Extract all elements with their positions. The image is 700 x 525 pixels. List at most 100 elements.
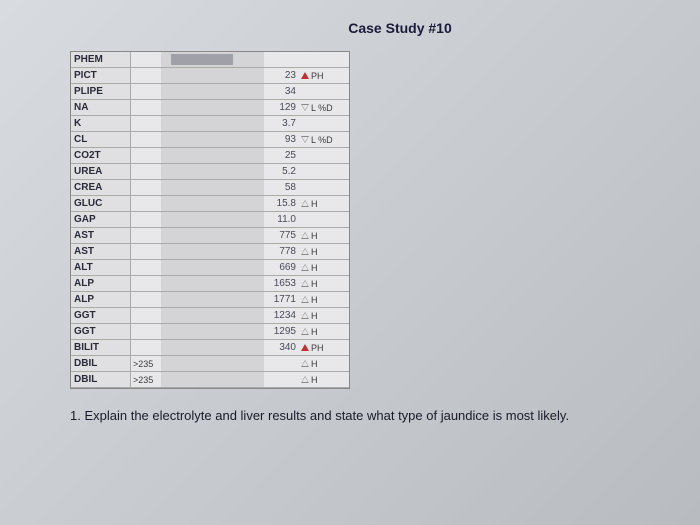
arrow-up-icon	[301, 280, 309, 287]
table-row: DBIL>235 H	[71, 372, 349, 388]
arrow-up-critical-icon	[301, 344, 309, 351]
analyte-label: GGT	[71, 324, 131, 339]
analyte-value: 15.8	[264, 198, 299, 209]
flag-text: H	[311, 375, 318, 385]
flag-text: H	[311, 295, 318, 305]
bar-area	[161, 84, 264, 99]
table-row: GLUC15.8H	[71, 196, 349, 212]
arrow-up-icon	[301, 360, 309, 367]
arrow-down-icon	[301, 104, 309, 111]
bar-area	[161, 196, 264, 211]
table-row: ALP1771H	[71, 292, 349, 308]
arrow-up-icon	[301, 376, 309, 383]
bar-area	[161, 340, 264, 355]
flag-text: H	[311, 199, 318, 209]
analyte-value: 1295	[264, 326, 299, 337]
analyte-label: K	[71, 116, 131, 131]
page-title: Case Study #10	[140, 20, 660, 36]
arrow-up-icon	[301, 264, 309, 271]
analyte-label: BILIT	[71, 340, 131, 355]
analyte-value: 129	[264, 102, 299, 113]
flag-text: PH	[311, 71, 324, 81]
flag-text: H	[311, 231, 318, 241]
bar-area	[161, 180, 264, 195]
result-bar	[171, 54, 233, 65]
table-row: ALT669H	[71, 260, 349, 276]
analyte-value: 11.0	[264, 214, 299, 225]
flag-text: H	[311, 263, 318, 273]
table-row: PHEM	[71, 52, 349, 68]
arrow-up-icon	[301, 312, 309, 319]
flag-cell: L %D	[299, 103, 349, 113]
table-row: PICT23PH	[71, 68, 349, 84]
table-row: BILIT340PH	[71, 340, 349, 356]
bar-area	[161, 244, 264, 259]
analyte-label: PLIPE	[71, 84, 131, 99]
analyte-label: DBIL	[71, 372, 131, 387]
bar-area	[161, 148, 264, 163]
bar-area	[161, 228, 264, 243]
table-row: CL93L %D	[71, 132, 349, 148]
bar-area	[161, 68, 264, 83]
flag-cell: H	[299, 199, 349, 209]
analyte-extra: >235	[131, 359, 161, 369]
bar-area	[161, 52, 264, 67]
arrow-up-icon	[301, 296, 309, 303]
flag-cell: H	[299, 279, 349, 289]
bar-area	[161, 100, 264, 115]
analyte-value: 775	[264, 230, 299, 241]
table-row: CREA58	[71, 180, 349, 196]
analyte-label: CO2T	[71, 148, 131, 163]
bar-area	[161, 212, 264, 227]
flag-cell: L %D	[299, 135, 349, 145]
lab-results-table: PHEMPICT23PHPLIPE34NA129L %DK3.7CL93L %D…	[70, 51, 350, 389]
flag-cell: PH	[299, 343, 349, 353]
flag-text: PH	[311, 343, 324, 353]
bar-area	[161, 260, 264, 275]
bar-area	[161, 372, 264, 387]
analyte-value: 93	[264, 134, 299, 145]
analyte-label: PHEM	[71, 52, 131, 67]
flag-cell: H	[299, 375, 349, 385]
arrow-up-icon	[301, 200, 309, 207]
table-row: GAP11.0	[71, 212, 349, 228]
analyte-label: AST	[71, 228, 131, 243]
table-row: NA 129 L %D	[71, 100, 349, 116]
analyte-value: 3.7	[264, 118, 299, 129]
table-row: GGT1234H	[71, 308, 349, 324]
table-row: CO2T 25	[71, 148, 349, 164]
flag-cell: H	[299, 311, 349, 321]
arrow-up-critical-icon	[301, 72, 309, 79]
analyte-label: AST	[71, 244, 131, 259]
analyte-value: 34	[264, 86, 299, 97]
flag-cell: H	[299, 295, 349, 305]
bar-area	[161, 276, 264, 291]
analyte-label: NA	[71, 100, 131, 115]
arrow-up-icon	[301, 248, 309, 255]
flag-cell: H	[299, 327, 349, 337]
analyte-label: CREA	[71, 180, 131, 195]
analyte-value: 1234	[264, 310, 299, 321]
flag-text: L %D	[311, 103, 333, 113]
analyte-label: ALP	[71, 276, 131, 291]
analyte-value: 778	[264, 246, 299, 257]
bar-area	[161, 292, 264, 307]
table-row: DBIL>235 H	[71, 356, 349, 372]
flag-cell: H	[299, 359, 349, 369]
analyte-value: 25	[264, 150, 299, 161]
bar-area	[161, 308, 264, 323]
table-row: AST 775 H	[71, 228, 349, 244]
flag-text: L %D	[311, 135, 333, 145]
flag-cell: H	[299, 263, 349, 273]
flag-cell: PH	[299, 71, 349, 81]
analyte-label: DBIL	[71, 356, 131, 371]
analyte-extra: >235	[131, 375, 161, 385]
analyte-label: PICT	[71, 68, 131, 83]
flag-cell: H	[299, 247, 349, 257]
table-row: K 3.7	[71, 116, 349, 132]
analyte-value: 1653	[264, 278, 299, 289]
arrow-down-icon	[301, 136, 309, 143]
arrow-up-icon	[301, 328, 309, 335]
analyte-value: 5.2	[264, 166, 299, 177]
flag-text: H	[311, 279, 318, 289]
